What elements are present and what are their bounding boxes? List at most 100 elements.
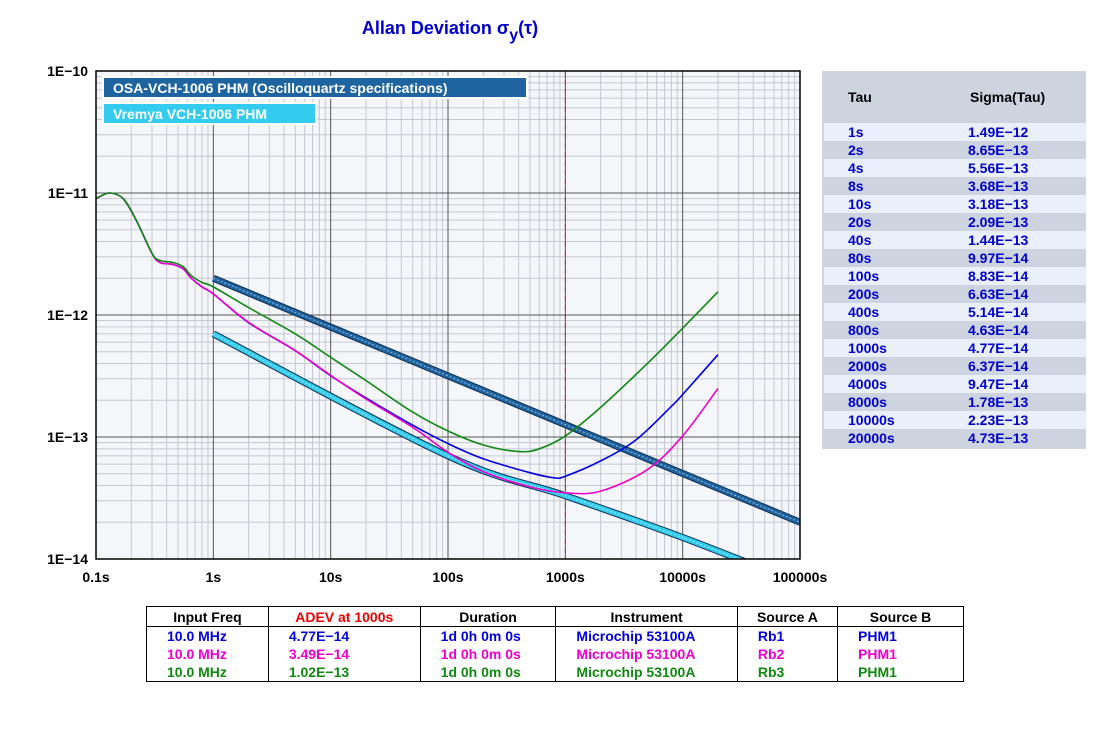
tau-table-row: 4s 5.56E−13 [824,159,1086,177]
y-tick-label: 1E−12 [47,307,88,323]
y-tick-label: 1E−14 [47,551,88,567]
info-table-cell: PHM1 [837,626,964,645]
sigma-value: 4.77E−14 [968,340,1029,356]
sigma-value: 8.65E−13 [968,142,1029,158]
sigma-value: 3.18E−13 [968,196,1029,212]
tau-table-row: 4000s 9.47E−14 [824,375,1086,393]
info-column-header: ADEV at 1000s [267,606,421,627]
tau-table-row: 800s 4.63E−14 [824,321,1086,339]
tau-table-row: 200s 6.63E−14 [824,285,1086,303]
info-table-cell: Microchip 53100A [555,626,738,645]
tau-table-row: 400s 5.14E−14 [824,303,1086,321]
legend-swatch [102,102,317,125]
tau-value: 1s [848,124,864,140]
tau-table-row: 100s 8.83E−14 [824,267,1086,285]
tau-value: 2s [848,142,864,158]
sigma-value: 3.68E−13 [968,178,1029,194]
sigma-value: 1.49E−12 [968,124,1029,140]
tau-table-rows: 1s 1.49E−12 2s 8.65E−13 4s 5.56E−13 8s 3.68E−13… [824,123,1086,447]
tau-value: 4000s [848,376,887,392]
sigma-value: 4.73E−13 [968,430,1029,446]
sigma-value: 2.09E−13 [968,214,1029,230]
tau-value: 20000s [848,430,895,446]
x-tick-label: 100000s [773,569,828,585]
info-table-cell: PHM1 [837,663,964,682]
legend-label: Vremya VCH-1006 PHM [113,106,267,122]
y-axis-ticks: 1E−10 1E−11 1E−12 1E−13 1E−14 [47,63,88,567]
tau-value: 40s [848,232,872,248]
legend-label: OSA-VCH-1006 PHM (Oscilloquartz specific… [113,80,448,96]
x-axis-ticks: 0.1s 1s 10s 100s 1000s 10000s 100000s [82,569,827,585]
info-table-row: 10.0 MHz 4.77E−14 1d 0h 0m 0s Microchip 531… [146,626,964,645]
tau-table-row: 10000s 2.23E−13 [824,411,1086,429]
tau-value: 2000s [848,358,887,374]
y-tick-label: 1E−11 [48,185,88,201]
tau-value: 4s [848,160,864,176]
tau-value: 10s [848,196,872,212]
sigma-value: 8.83E−14 [968,268,1029,284]
series-line-rb3 [96,192,719,453]
tau-column-header: Tau [848,89,872,105]
tau-value: 8s [848,178,864,194]
info-table-cell: 10.0 MHz [146,645,269,663]
band-hatch-vremya-vch-1006-phm [213,333,740,559]
sigma-value: 1.78E−13 [968,394,1029,410]
info-table-row: 10.0 MHz 3.49E−14 1d 0h 0m 0s Microchip 531… [146,645,964,663]
info-column-header: Input Freq [146,606,269,627]
sigma-value: 1.44E−13 [968,232,1029,248]
info-table-cell: 3.49E−14 [267,645,421,663]
sigma-value: 2.23E−13 [968,412,1029,428]
sigma-column-header: Sigma(Tau) [970,89,1046,105]
info-table-cell: 1d 0h 0m 0s [419,626,557,645]
data-series [96,192,719,495]
tau-table-row: 80s 9.97E−14 [824,249,1086,267]
band-hatch-osa-vch-1006-phm-oscilloquartz-specifications [213,277,800,523]
tau-sigma-table: Tau Sigma(Tau) 1s 1.49E−12 2s 8.65E−13 4s 5.5… [822,71,1086,449]
x-tick-label: 10s [319,569,343,585]
info-table-cell: 10.0 MHz [146,663,269,682]
chart-legend: OSA-VCH-1006 PHM (Oscilloquartz specific… [102,76,528,125]
sigma-value: 9.97E−14 [968,250,1029,266]
info-table-cell: 1d 0h 0m 0s [419,663,557,682]
sigma-value: 4.63E−14 [968,322,1029,338]
tau-table-row: 2s 8.65E−13 [824,141,1086,159]
tau-value: 8000s [848,394,887,410]
info-table-cell: Microchip 53100A [555,645,738,663]
x-tick-label: 0.1s [82,569,109,585]
info-table-row: 10.0 MHz 1.02E−13 1d 0h 0m 0s Microchip 531… [146,663,964,682]
info-column-header: Source A [736,606,839,627]
info-table-cell: PHM1 [837,645,964,663]
info-column-header: Instrument [555,606,738,627]
tau-table-row: 1s 1.49E−12 [824,123,1086,141]
sigma-value: 6.37E−14 [968,358,1029,374]
sigma-value: 9.47E−14 [968,376,1029,392]
info-table-cell: Rb2 [736,645,839,663]
sigma-value: 5.56E−13 [968,160,1029,176]
info-table-cell: Rb1 [736,626,839,645]
info-table-header-row: Input Freq ADEV at 1000s Duration Instrumen… [146,606,964,627]
tau-value: 400s [848,304,880,320]
tau-value: 800s [848,322,880,338]
y-tick-label: 1E−13 [47,429,88,445]
tau-value: 200s [848,286,880,302]
allan-deviation-chart: Allan Deviation σy(τ) 0.1s 1s 10s 100s 1000s… [47,18,827,585]
tau-value: 1000s [848,340,887,356]
x-tick-label: 10000s [659,569,706,585]
tau-value: 80s [848,250,872,266]
tau-value: 10000s [848,412,895,428]
tau-value: 20s [848,214,872,230]
tau-table-row: 2000s 6.37E−14 [824,357,1086,375]
sigma-value: 5.14E−14 [968,304,1029,320]
info-table-cell: 4.77E−14 [267,626,421,645]
info-table-cell: Microchip 53100A [555,663,738,682]
info-column-header: Source B [837,606,964,627]
info-table-body: 10.0 MHz 4.77E−14 1d 0h 0m 0s Microchip 531… [146,626,964,682]
tau-table-row: 8000s 1.78E−13 [824,393,1086,411]
measurement-info-table: Input Freq ADEV at 1000s Duration Instrumen… [146,606,964,682]
tau-value: 100s [848,268,880,284]
tau-table-row: 40s 1.44E−13 [824,231,1086,249]
sigma-value: 6.63E−14 [968,286,1029,302]
info-column-header: Duration [419,606,557,627]
legend-swatch [102,76,528,99]
chart-title: Allan Deviation σy(τ) [362,18,538,44]
